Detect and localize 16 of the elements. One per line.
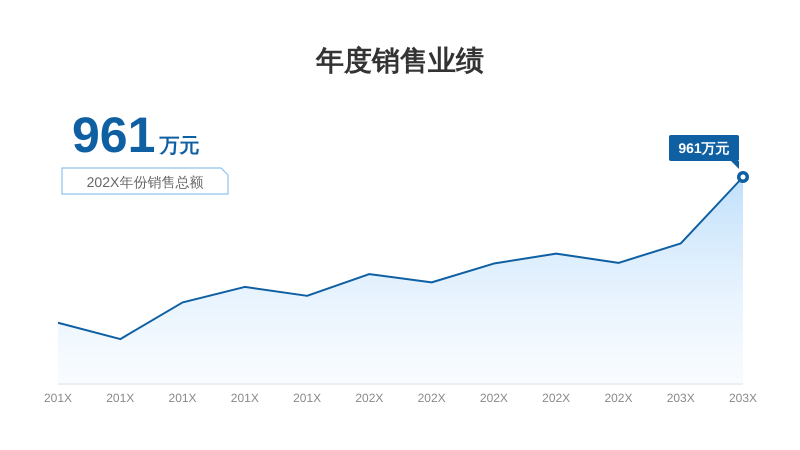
- x-tick-label: 201X: [230, 391, 259, 405]
- x-tick-label: 203X: [666, 391, 695, 405]
- x-tick-label: 202X: [542, 391, 570, 405]
- x-tick-label: 201X: [44, 391, 72, 405]
- x-tick-label: 201X: [106, 391, 134, 405]
- chart-title: 年度销售业绩: [315, 45, 484, 76]
- x-tick-label: 202X: [418, 391, 446, 405]
- x-tick-label: 203X: [728, 391, 758, 405]
- x-tick-label: 202X: [604, 391, 632, 405]
- text: 961万元: [72, 107, 200, 163]
- x-tick-label: 202X: [480, 391, 508, 405]
- x-tick-label: 202X: [355, 391, 384, 405]
- x-tick-label: 201X: [168, 391, 197, 405]
- annotation: 202X年份销售总额: [86, 174, 204, 190]
- text: 961万元: [678, 140, 730, 156]
- x-tick-label: 201X: [293, 391, 322, 405]
